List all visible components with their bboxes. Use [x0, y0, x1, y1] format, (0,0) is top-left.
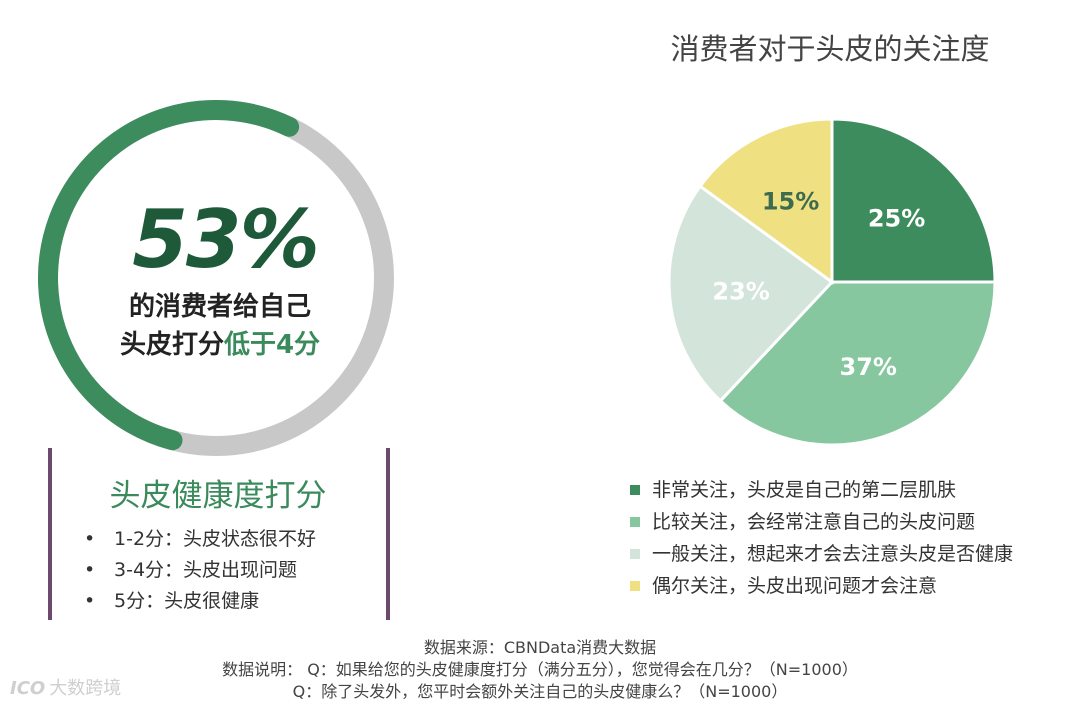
- pie-slice: [698, 117, 834, 285]
- legend-item: 比较关注，会经常注意自己的头皮问题: [630, 506, 1013, 538]
- legend-swatch: [630, 581, 640, 591]
- score-item: • 1-2分：头皮状态很不好: [84, 524, 316, 555]
- pie-slice-label: 23%: [712, 278, 769, 306]
- headline-caption-line2: 头皮打分低于4分: [60, 330, 380, 361]
- headline-percent: 53%: [132, 193, 319, 286]
- pie-slice: [830, 117, 997, 284]
- divider-left: [48, 448, 52, 620]
- pie-slice-label: 25%: [868, 204, 925, 232]
- score-item: • 3-4分：头皮出现问题: [84, 555, 316, 586]
- watermark: ICO 大数跨境: [10, 674, 121, 700]
- score-item-text: 3-4分：头皮出现问题: [114, 559, 298, 581]
- watermark-logo: ICO: [10, 678, 46, 699]
- legend-swatch: [630, 517, 640, 527]
- caption-highlight: 低于4分: [223, 330, 321, 360]
- legend-item: 偶尔关注，头皮出现问题才会注意: [630, 570, 1013, 602]
- gauge-progress-arc: [38, 100, 300, 451]
- legend-label: 一般关注，想起来才会去注意头皮是否健康: [652, 543, 1014, 565]
- score-item-text: 5分：头皮很健康: [114, 590, 260, 612]
- pie-slice-label: 15%: [762, 188, 819, 216]
- score-item: • 5分：头皮很健康: [84, 586, 316, 617]
- legend-item: 一般关注，想起来才会去注意头皮是否健康: [630, 538, 1013, 570]
- headline-caption-line1: 的消费者给自己: [128, 292, 311, 322]
- attention-pie-chart: 25% 37% 23% 15%: [667, 117, 997, 447]
- legend-label: 比较关注，会经常注意自己的头皮问题: [652, 511, 976, 533]
- pie-slice: [667, 184, 835, 403]
- score-item-text: 1-2分：头皮状态很不好: [114, 528, 317, 550]
- score-gauge: [38, 100, 394, 456]
- bullet-marker: •: [84, 559, 96, 581]
- bullet-marker: •: [84, 590, 96, 612]
- watermark-text: 大数跨境: [49, 678, 122, 699]
- caption-prefix: 头皮打分: [119, 330, 224, 360]
- pie-legend: 非常关注，头皮是自己的第二层肌肤 比较关注，会经常注意自己的头皮问题 一般关注，…: [630, 474, 1013, 602]
- legend-label: 偶尔关注，头皮出现问题才会注意: [652, 575, 938, 597]
- bullet-marker: •: [84, 528, 96, 550]
- chart-title: 消费者对于头皮的关注度: [670, 32, 990, 66]
- score-list: • 1-2分：头皮状态很不好 • 3-4分：头皮出现问题 • 5分：头皮很健康: [84, 524, 316, 617]
- score-title: 头皮健康度打分: [109, 478, 327, 514]
- data-source: 数据来源：CBNData消费大数据: [423, 638, 657, 657]
- legend-item: 非常关注，头皮是自己的第二层肌肤: [630, 474, 1013, 506]
- legend-swatch: [630, 549, 640, 559]
- legend-swatch: [630, 485, 640, 495]
- data-note-2: Q：除了头发外，您平时会额外关注自己的头皮健康么？（N=1000）: [292, 682, 788, 701]
- pie-slice-label: 37%: [840, 353, 897, 381]
- data-note-1: 数据说明： Q：如果给您的头皮健康度打分（满分五分），您觉得会在几分？（N=10…: [222, 660, 858, 679]
- divider-right: [386, 448, 390, 620]
- pie-slice: [718, 280, 997, 447]
- legend-label: 非常关注，头皮是自己的第二层肌肤: [652, 479, 957, 501]
